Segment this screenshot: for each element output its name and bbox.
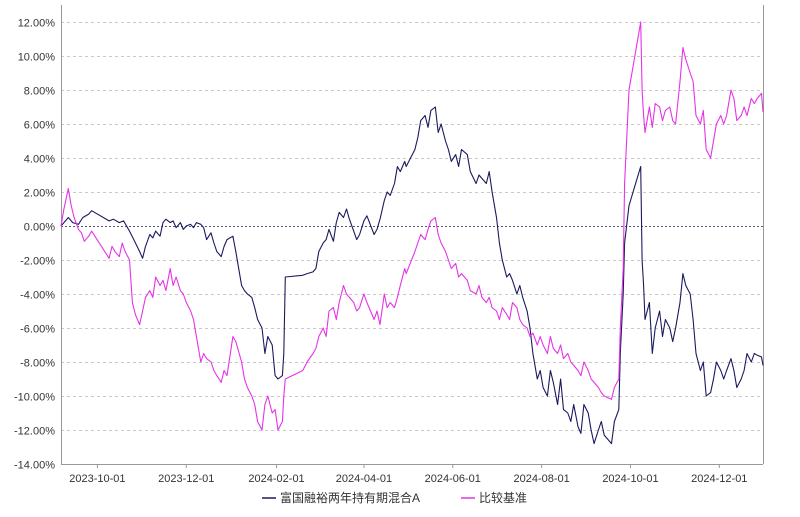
y-tick-label: -2.00% xyxy=(20,256,55,268)
y-tick-label: 8.00% xyxy=(24,86,55,98)
y-tick-label: -12.00% xyxy=(14,426,55,438)
x-axis-tick-labels: 2023-10-01 2023-12-01 2024-02-01 2024-04-01… xyxy=(69,464,747,485)
x-tick-label: 2023-12-01 xyxy=(158,473,214,485)
x-tick-label: 2024-12-01 xyxy=(691,473,747,485)
legend: 富国融裕两年持有期混合A 比较基准 xyxy=(262,490,527,505)
legend-label-benchmark: 比较基准 xyxy=(479,490,527,505)
axes xyxy=(61,5,764,465)
y-tick-label: 12.00% xyxy=(18,18,56,30)
y-tick-label: -6.00% xyxy=(20,324,55,336)
x-tick-label: 2024-02-01 xyxy=(248,473,304,485)
y-tick-label: -10.00% xyxy=(14,392,55,404)
grid-lines xyxy=(61,22,763,431)
y-axis-tick-labels: 12.00% 10.00% 8.00% 6.00% 4.00% 2.00% 0.00% -2.… xyxy=(14,18,55,472)
y-tick-label: 2.00% xyxy=(24,188,55,200)
x-tick-label: 2024-06-01 xyxy=(425,473,481,485)
y-tick-label: 6.00% xyxy=(24,120,55,132)
legend-label-fund: 富国融裕两年持有期混合A xyxy=(280,490,420,505)
y-tick-label: -4.00% xyxy=(20,290,55,302)
x-tick-label: 2024-04-01 xyxy=(336,473,392,485)
series-line-fund xyxy=(60,106,764,445)
y-tick-label: 4.00% xyxy=(24,154,55,166)
x-tick-label: 2024-10-01 xyxy=(602,473,658,485)
y-tick-label: 10.00% xyxy=(18,52,56,64)
series-line-benchmark xyxy=(60,21,764,431)
series-lines xyxy=(60,21,764,445)
y-tick-label: -14.00% xyxy=(14,460,55,472)
x-tick-label: 2023-10-01 xyxy=(69,473,125,485)
y-tick-label: 0.00% xyxy=(24,222,55,234)
x-tick-label: 2024-08-01 xyxy=(513,473,569,485)
y-tick-label: -8.00% xyxy=(20,358,55,370)
